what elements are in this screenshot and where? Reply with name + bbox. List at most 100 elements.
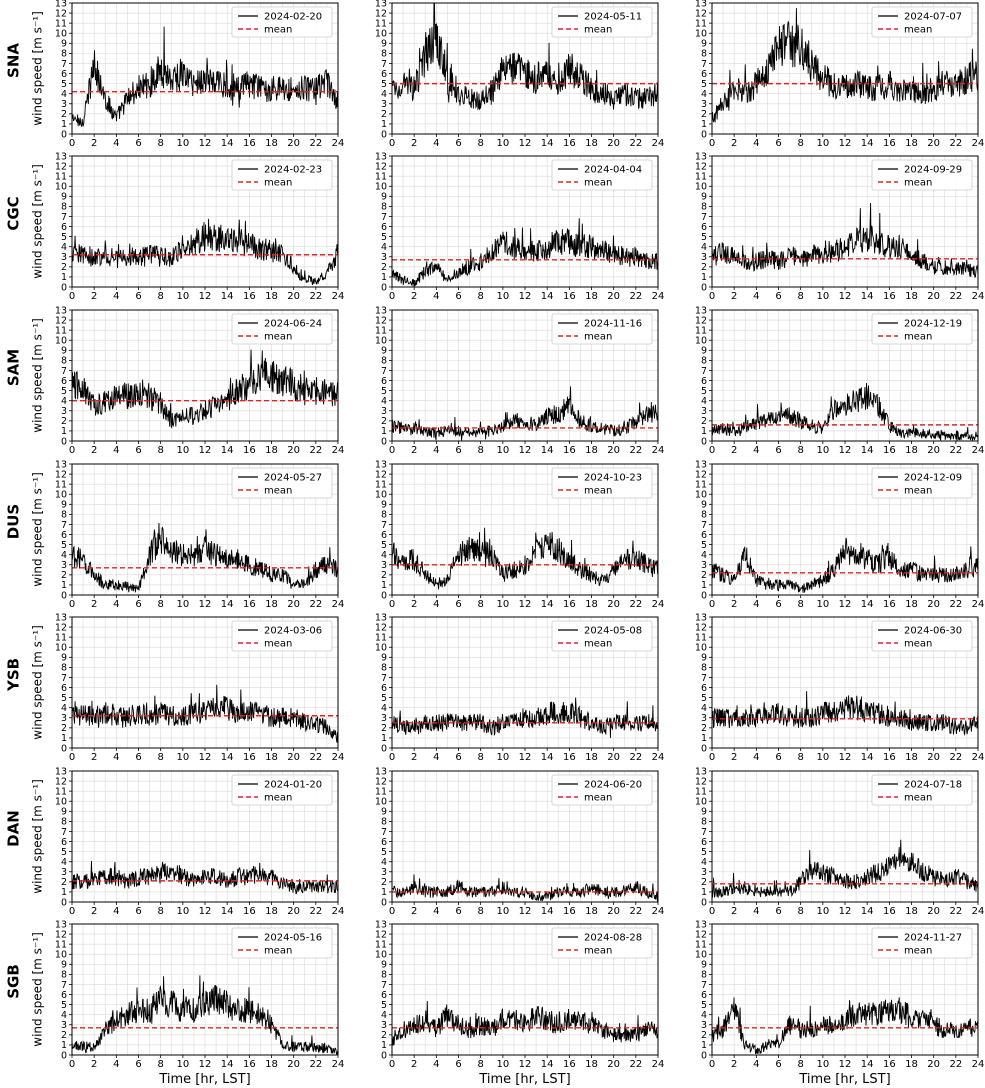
x-tick-label: 16 bbox=[883, 445, 896, 456]
x-tick-label: 14 bbox=[541, 1059, 554, 1070]
x-tick-label: 10 bbox=[816, 1059, 829, 1070]
y-tick-label: 6 bbox=[701, 683, 707, 694]
legend-date-label: 2024-05-11 bbox=[584, 12, 642, 23]
y-tick-label: 2 bbox=[381, 109, 387, 120]
x-tick-label: 20 bbox=[287, 138, 300, 149]
y-axis-label: wind speed [m s⁻¹] bbox=[31, 472, 45, 587]
y-tick-label: 8 bbox=[61, 356, 67, 367]
y-tick-label: 0 bbox=[701, 590, 707, 601]
x-tick-label: 2 bbox=[411, 1059, 417, 1070]
y-tick-label: 2 bbox=[61, 570, 67, 581]
legend-date-label: 2024-07-07 bbox=[904, 12, 962, 23]
x-tick-label: 4 bbox=[113, 752, 119, 763]
y-tick-label: 7 bbox=[701, 366, 707, 377]
x-tick-label: 12 bbox=[199, 599, 212, 610]
x-tick-label: 16 bbox=[563, 138, 576, 149]
x-tick-label: 4 bbox=[113, 1059, 119, 1070]
y-tick-label: 3 bbox=[61, 867, 67, 878]
x-tick-label: 12 bbox=[519, 599, 532, 610]
subplot-sam-2024-11-16: 0 2 4 6 8 10 12 14 16 18 20 22 240123456789101112132… bbox=[375, 305, 664, 456]
y-tick-label: 7 bbox=[701, 673, 707, 684]
x-tick-label: 6 bbox=[455, 138, 461, 149]
y-tick-label: 11 bbox=[375, 632, 387, 643]
x-tick-label: 14 bbox=[861, 138, 874, 149]
y-tick-label: 5 bbox=[381, 386, 387, 397]
x-tick-label: 18 bbox=[265, 445, 278, 456]
x-tick-label: 2 bbox=[91, 906, 97, 917]
y-tick-label: 6 bbox=[701, 376, 707, 387]
x-tick-label: 24 bbox=[652, 138, 665, 149]
y-tick-label: 6 bbox=[381, 530, 387, 541]
x-tick-label: 22 bbox=[309, 752, 322, 763]
y-tick-label: 6 bbox=[61, 990, 67, 1001]
x-tick-label: 12 bbox=[839, 906, 852, 917]
y-tick-label: 2 bbox=[61, 109, 67, 120]
x-tick-label: 10 bbox=[496, 138, 509, 149]
x-tick-label: 10 bbox=[176, 291, 189, 302]
y-tick-label: 9 bbox=[701, 960, 707, 971]
wind-speed-line bbox=[711, 8, 979, 123]
x-tick-label: 0 bbox=[709, 291, 715, 302]
x-tick-label: 20 bbox=[287, 906, 300, 917]
y-tick-label: 3 bbox=[701, 406, 707, 417]
legend-mean-label: mean bbox=[584, 793, 612, 804]
x-tick-label: 6 bbox=[455, 752, 461, 763]
x-tick-label: 18 bbox=[905, 291, 918, 302]
x-tick-label: 0 bbox=[69, 445, 75, 456]
y-axis-label: wind speed [m s⁻¹] bbox=[31, 625, 45, 740]
y-tick-label: 7 bbox=[61, 673, 67, 684]
x-tick-label: 8 bbox=[157, 906, 163, 917]
x-tick-label: 6 bbox=[135, 1059, 141, 1070]
station-label: DAN bbox=[5, 810, 23, 847]
y-tick-label: 3 bbox=[381, 560, 387, 571]
legend-date-label: 2024-05-08 bbox=[584, 626, 642, 637]
x-tick-label: 14 bbox=[541, 291, 554, 302]
y-tick-label: 7 bbox=[381, 980, 387, 991]
subplot-dan-2024-06-20: 0 2 4 6 8 10 12 14 16 18 20 22 240123456789101112132… bbox=[375, 766, 664, 917]
y-tick-label: 8 bbox=[381, 202, 387, 213]
subplot-cgc-2024-04-04: 0 2 4 6 8 10 12 14 16 18 20 22 240123456789101112132… bbox=[375, 151, 664, 302]
y-tick-label: 9 bbox=[381, 653, 387, 664]
legend-mean-label: mean bbox=[264, 793, 292, 804]
y-tick-label: 5 bbox=[701, 79, 707, 90]
y-tick-label: 10 bbox=[375, 950, 387, 961]
legend-date-label: 2024-05-27 bbox=[264, 473, 322, 484]
y-tick-label: 4 bbox=[61, 857, 67, 868]
station-label: YSB bbox=[5, 658, 23, 692]
x-tick-label: 6 bbox=[455, 291, 461, 302]
y-tick-label: 1 bbox=[701, 426, 707, 437]
x-tick-label: 0 bbox=[389, 291, 395, 302]
y-tick-label: 5 bbox=[61, 386, 67, 397]
x-tick-label: 4 bbox=[433, 1059, 439, 1070]
y-tick-label: 12 bbox=[695, 469, 707, 480]
y-tick-label: 4 bbox=[701, 396, 707, 407]
y-tick-label: 7 bbox=[381, 520, 387, 531]
y-tick-label: 5 bbox=[701, 693, 707, 704]
x-tick-label: 2 bbox=[411, 752, 417, 763]
station-label: CGC bbox=[5, 196, 23, 230]
x-tick-label: 18 bbox=[265, 291, 278, 302]
y-tick-label: 6 bbox=[61, 376, 67, 387]
wind-speed-line bbox=[391, 874, 659, 902]
x-tick-label: 16 bbox=[243, 291, 256, 302]
x-tick-label: 4 bbox=[433, 291, 439, 302]
y-tick-label: 5 bbox=[701, 1000, 707, 1011]
x-tick-label: 2 bbox=[91, 1059, 97, 1070]
y-tick-label: 13 bbox=[695, 305, 707, 316]
y-tick-label: 3 bbox=[61, 252, 67, 263]
x-tick-label: 0 bbox=[69, 138, 75, 149]
x-tick-label: 16 bbox=[883, 752, 896, 763]
y-tick-label: 3 bbox=[701, 1020, 707, 1031]
y-tick-label: 12 bbox=[375, 622, 387, 633]
x-tick-label: 6 bbox=[135, 906, 141, 917]
x-tick-label: 2 bbox=[411, 445, 417, 456]
y-tick-label: 2 bbox=[381, 1030, 387, 1041]
y-tick-label: 6 bbox=[381, 683, 387, 694]
x-tick-label: 20 bbox=[927, 1059, 940, 1070]
y-tick-label: 8 bbox=[381, 510, 387, 521]
y-tick-label: 6 bbox=[701, 222, 707, 233]
station-label: SAM bbox=[5, 349, 23, 386]
y-tick-label: 2 bbox=[381, 262, 387, 273]
x-tick-label: 0 bbox=[709, 752, 715, 763]
legend-mean-label: mean bbox=[264, 25, 292, 36]
